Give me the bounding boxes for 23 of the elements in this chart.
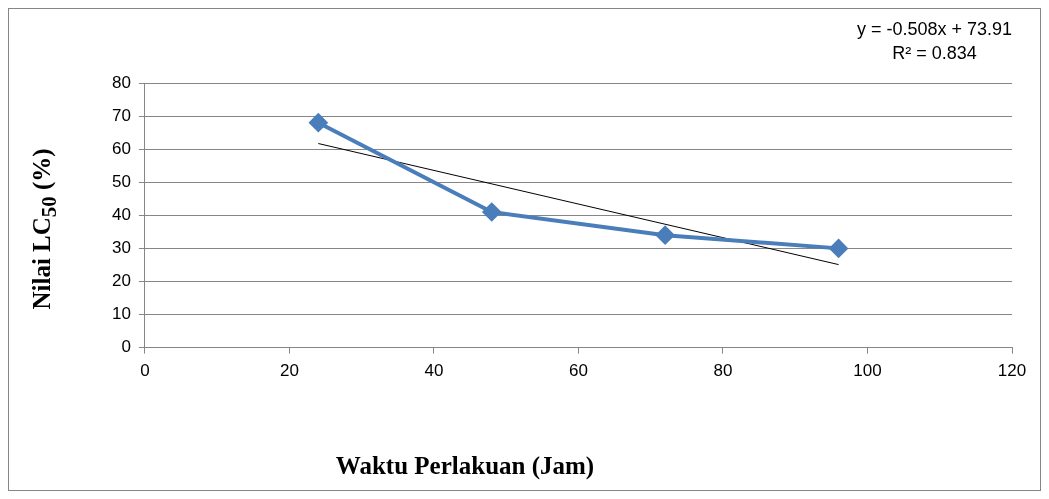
point: [829, 239, 848, 258]
text: R² = 0.834: [891, 42, 978, 65]
x-tick-label: 100: [853, 361, 882, 381]
point: [482, 202, 501, 221]
x-tick-label: 20: [279, 361, 299, 381]
y-tick-label: 30: [111, 238, 131, 258]
text: y = -0.508x + 73.91: [856, 18, 1012, 41]
x-axis-title: Waktu Perlakuan (Jam): [335, 452, 595, 480]
y-tick-label: 70: [111, 105, 131, 125]
x-tick-label: 60: [568, 361, 588, 381]
y-tick-label: 10: [111, 304, 131, 324]
x-tick-label: 0: [140, 361, 150, 381]
x-tick-label: 40: [424, 361, 444, 381]
y-tick-label: 60: [111, 138, 131, 158]
y-tick-label: 40: [111, 204, 131, 224]
y-tick-label: 50: [111, 171, 131, 191]
point: [309, 113, 328, 132]
point: [656, 226, 675, 245]
x-tick-label: 120: [997, 361, 1027, 381]
y-tick-label: 20: [111, 271, 131, 291]
y-tick-label: 0: [121, 337, 131, 357]
y-tick-label: 80: [111, 72, 131, 92]
x-tick-label: 80: [713, 361, 733, 381]
